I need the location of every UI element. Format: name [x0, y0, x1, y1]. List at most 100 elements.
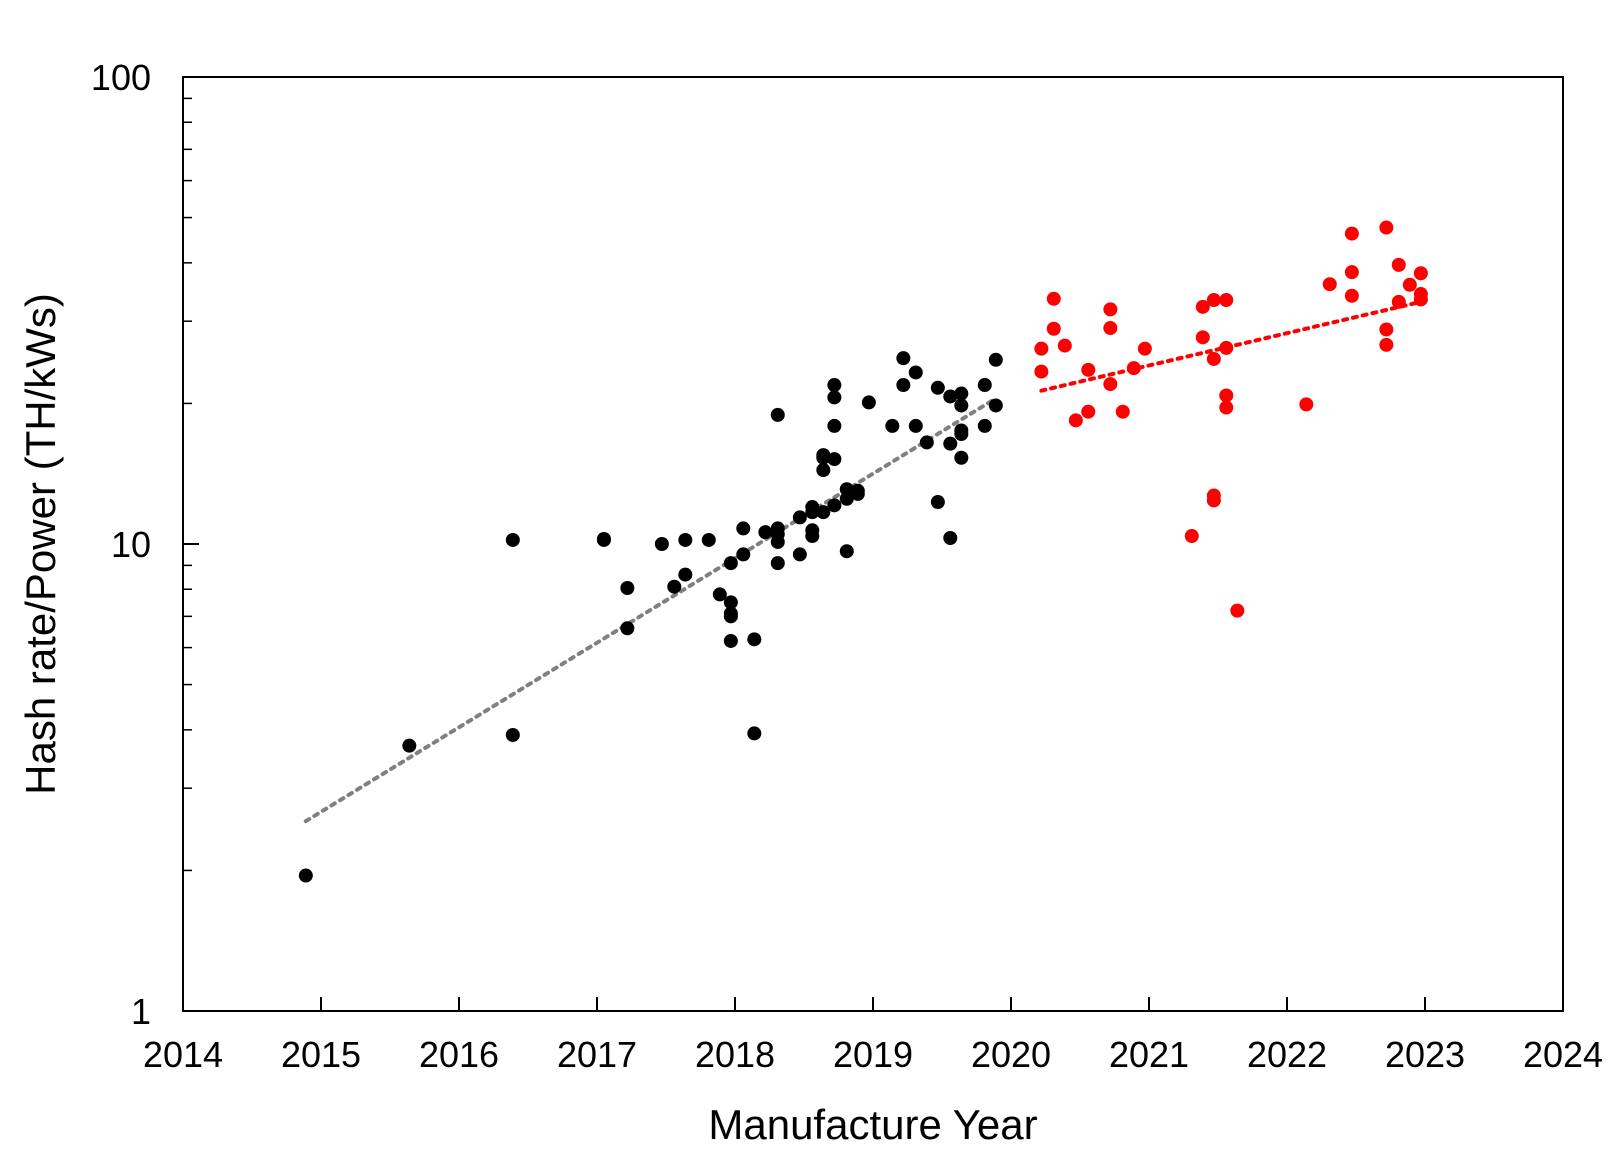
data-point-red — [1402, 277, 1417, 292]
data-point-red — [1137, 341, 1152, 356]
data-point-black — [930, 495, 945, 510]
data-point-red — [1206, 351, 1221, 366]
data-point-red — [1115, 404, 1130, 419]
data-point-black — [977, 378, 992, 393]
data-point-red — [1057, 338, 1072, 353]
data-point-black — [816, 463, 831, 478]
data-point-black — [988, 398, 1003, 413]
data-point-red — [1219, 293, 1234, 308]
data-point-black — [723, 606, 738, 621]
data-point-black — [827, 378, 842, 393]
data-point-black — [678, 532, 693, 547]
data-point-black — [678, 567, 693, 582]
data-point-red — [1219, 388, 1234, 403]
data-point-black — [861, 395, 876, 410]
data-point-black — [896, 351, 911, 366]
y-axis-major-ticks: 1 10 100 — [91, 57, 199, 1032]
data-point-black — [402, 738, 417, 753]
x-tick-label: 2017 — [557, 1034, 637, 1075]
x-tick-label: 2021 — [1109, 1034, 1189, 1075]
data-point-black — [930, 380, 945, 395]
data-point-black — [596, 532, 611, 547]
data-point-red — [1046, 291, 1061, 306]
plot-frame — [182, 76, 1564, 1012]
data-point-red — [1103, 321, 1118, 336]
data-point-black — [758, 525, 773, 540]
data-point-black — [827, 498, 842, 513]
data-point-red — [1206, 293, 1221, 308]
data-point-red — [1081, 362, 1096, 377]
data-point-red — [1103, 377, 1118, 392]
trendlines — [303, 299, 1423, 824]
data-point-black — [943, 436, 958, 451]
data-point-black — [839, 544, 854, 559]
x-tick-label: 2019 — [833, 1034, 913, 1075]
data-point-black — [298, 868, 313, 883]
data-point-black — [736, 521, 751, 536]
data-point-red — [1184, 529, 1199, 544]
data-point-red — [1081, 404, 1096, 419]
data-point-black — [954, 423, 969, 438]
data-point-black — [723, 633, 738, 648]
x-tick-label: 2024 — [1523, 1034, 1603, 1075]
data-point-red — [1413, 266, 1428, 281]
data-point-black — [908, 418, 923, 433]
data-point-black — [827, 452, 842, 467]
data-point-red — [1379, 337, 1394, 352]
data-point-black — [896, 378, 911, 393]
trendline — [303, 396, 998, 824]
data-point-black — [505, 727, 520, 742]
x-tick-label: 2014 — [143, 1034, 223, 1075]
data-point-black — [827, 418, 842, 433]
x-tick-label: 2016 — [419, 1034, 499, 1075]
data-point-black — [747, 632, 762, 647]
data-point-black — [505, 532, 520, 547]
x-tick-label: 2022 — [1247, 1034, 1327, 1075]
data-point-red — [1195, 330, 1210, 345]
data-point-black — [988, 352, 1003, 367]
x-axis-ticks: 2014 2015 2016 2017 2018 2019 2020 2021 2022 2023… — [143, 997, 1603, 1075]
x-axis-label: Manufacture Year — [708, 1101, 1037, 1148]
data-point-red — [1103, 302, 1118, 317]
data-point-black — [747, 726, 762, 741]
data-point-red — [1034, 341, 1049, 356]
data-point-black — [954, 386, 969, 401]
data-point-black — [701, 532, 716, 547]
data-point-black — [954, 450, 969, 465]
data-point-black — [723, 556, 738, 571]
data-point-black — [792, 547, 807, 562]
data-point-black — [943, 389, 958, 404]
data-point-red — [1299, 397, 1314, 412]
data-point-red — [1413, 292, 1428, 307]
data-point-red — [1344, 226, 1359, 241]
data-point-black — [723, 595, 738, 610]
data-point-black — [908, 365, 923, 380]
data-point-black — [654, 537, 669, 551]
x-tick-label: 2023 — [1385, 1034, 1465, 1075]
x-tick-label: 2020 — [971, 1034, 1051, 1075]
data-point-black — [736, 547, 751, 562]
data-point-red — [1034, 364, 1049, 379]
data-point-red — [1230, 603, 1245, 618]
data-point-red — [1379, 322, 1394, 337]
data-points — [298, 220, 1428, 883]
data-point-red — [1344, 288, 1359, 303]
data-point-black — [977, 418, 992, 433]
data-point-red — [1046, 321, 1061, 336]
data-point-red — [1391, 257, 1406, 272]
data-point-red — [1344, 265, 1359, 280]
data-point-black — [850, 483, 865, 498]
data-point-black — [839, 482, 854, 497]
y-tick-label: 10 — [111, 524, 151, 565]
data-point-black — [805, 500, 820, 515]
y-axis-label: Hash rate/Power (TH/kWs) — [17, 293, 64, 795]
data-point-black — [943, 531, 958, 546]
data-point-red — [1068, 413, 1083, 428]
data-point-black — [712, 587, 727, 602]
x-tick-label: 2015 — [281, 1034, 361, 1075]
data-point-red — [1219, 340, 1234, 355]
data-point-black — [885, 418, 900, 433]
x-tick-label: 2018 — [695, 1034, 775, 1075]
data-point-black — [816, 505, 831, 520]
